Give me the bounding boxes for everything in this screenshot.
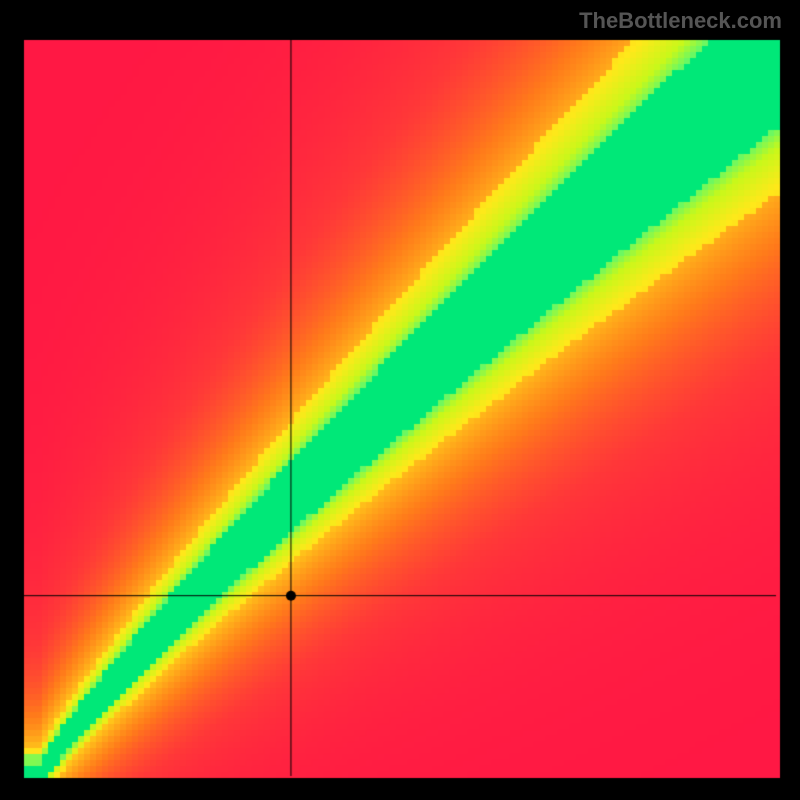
bottleneck-heatmap — [0, 0, 800, 800]
chart-container: TheBottleneck.com — [0, 0, 800, 800]
watermark-text: TheBottleneck.com — [579, 8, 782, 34]
